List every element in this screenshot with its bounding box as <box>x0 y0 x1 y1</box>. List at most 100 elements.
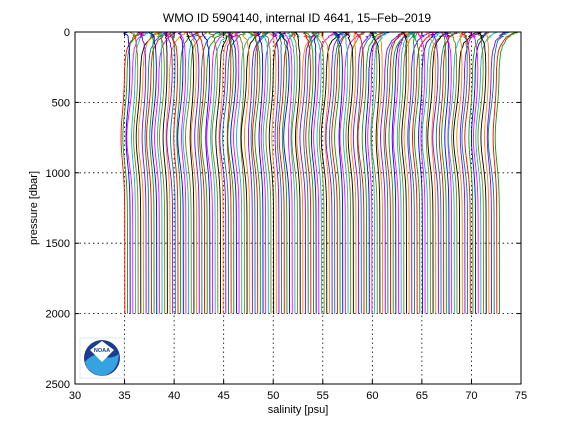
profile-line <box>333 31 341 314</box>
profile-line <box>208 31 219 314</box>
profile-line <box>137 31 161 314</box>
profile-line <box>148 31 155 314</box>
profile-line <box>210 31 235 314</box>
y-tick-label: 0 <box>64 27 70 39</box>
profile-line <box>135 31 161 314</box>
profile-line <box>425 31 448 314</box>
profile-line <box>427 31 447 314</box>
x-tick-label: 50 <box>267 390 279 402</box>
profile-line <box>247 31 261 314</box>
profile-line <box>278 31 288 314</box>
profile-line <box>294 31 301 314</box>
profile-line <box>401 31 408 314</box>
profile-line <box>383 31 408 314</box>
profile-line <box>392 31 411 314</box>
profile-line <box>418 31 441 314</box>
profile-line <box>486 31 509 314</box>
profile-line <box>370 31 388 314</box>
profile-line <box>250 31 270 314</box>
profile-line <box>165 31 189 314</box>
profile-line <box>369 31 381 314</box>
profile-line <box>311 31 325 314</box>
profile-line <box>219 31 241 314</box>
profile-line <box>226 31 233 314</box>
x-tick-label: 55 <box>317 390 329 402</box>
y-tick-label: 1000 <box>46 168 70 180</box>
profile-lines <box>120 31 518 314</box>
profile-line <box>380 31 407 314</box>
x-tick-label: 65 <box>416 390 428 402</box>
y-axis-label: pressure [dbar] <box>28 171 40 245</box>
profile-line <box>242 31 251 314</box>
profile-line <box>186 31 195 314</box>
profile-line <box>163 31 174 314</box>
profile-line <box>350 31 357 314</box>
profile-line <box>303 31 323 314</box>
profile-line <box>376 31 384 314</box>
profile-line <box>148 31 158 314</box>
profile-line <box>492 31 517 314</box>
profile-line <box>128 31 139 314</box>
profile-line <box>296 31 321 314</box>
profile-line <box>290 31 299 314</box>
profile-line <box>370 31 378 314</box>
profile-line <box>188 31 200 314</box>
profile-line <box>193 31 206 314</box>
profile-line <box>311 31 322 314</box>
y-tick-label: 2000 <box>46 309 70 321</box>
profile-line <box>256 31 264 314</box>
profile-line <box>476 31 487 314</box>
x-tick-label: 60 <box>366 390 378 402</box>
profile-line <box>233 31 245 314</box>
profile-line <box>388 31 415 314</box>
profile-line <box>483 31 490 314</box>
profile-line <box>157 31 166 314</box>
profile-line <box>408 31 416 314</box>
profile-line <box>470 31 490 314</box>
profile-line <box>461 31 471 314</box>
chart-title: WMO ID 5904140, internal ID 4641, 15–Feb… <box>163 11 431 25</box>
profile-line <box>236 31 260 314</box>
profile-line <box>403 31 411 314</box>
profile-line <box>441 31 447 314</box>
profile-line <box>353 31 365 314</box>
plot-frame <box>74 31 522 385</box>
profile-line <box>398 31 421 314</box>
profile-line <box>278 31 296 314</box>
profile-line <box>356 31 378 314</box>
profile-line <box>283 31 293 314</box>
profile-line <box>178 31 187 314</box>
profile-line <box>429 31 439 314</box>
profile-line <box>475 31 484 314</box>
x-tick-label: 35 <box>118 390 130 402</box>
profile-line <box>120 31 146 314</box>
x-tick-label: 75 <box>515 390 527 402</box>
profile-line <box>320 31 345 314</box>
profile-line <box>339 31 365 314</box>
profile-line <box>342 31 354 314</box>
profile-line <box>313 31 336 314</box>
y-tick-label: 1500 <box>46 238 70 250</box>
profile-line <box>494 31 518 314</box>
x-axis-label: salinity [psu] <box>268 404 329 416</box>
profile-line <box>421 31 443 314</box>
profile-line <box>325 31 347 314</box>
profile-line <box>137 31 147 314</box>
profile-line <box>345 31 365 314</box>
noaa-logo: NOAA <box>79 337 125 379</box>
profile-line <box>475 31 498 314</box>
profile-line <box>304 31 314 314</box>
profile-line <box>302 31 312 314</box>
profile-line <box>215 31 235 314</box>
profile-line <box>487 31 510 314</box>
profile-line <box>206 31 228 314</box>
profile-line <box>156 31 164 314</box>
y-tick-label: 2500 <box>46 379 70 391</box>
profile-line <box>299 31 319 314</box>
profile-line <box>453 31 479 314</box>
profile-line <box>338 31 349 314</box>
profile-line <box>276 31 283 314</box>
profile-line <box>262 31 269 314</box>
y-axis-ticks: 0 500 1000 1500 2000 2500 <box>46 27 521 391</box>
profile-line <box>122 31 131 314</box>
